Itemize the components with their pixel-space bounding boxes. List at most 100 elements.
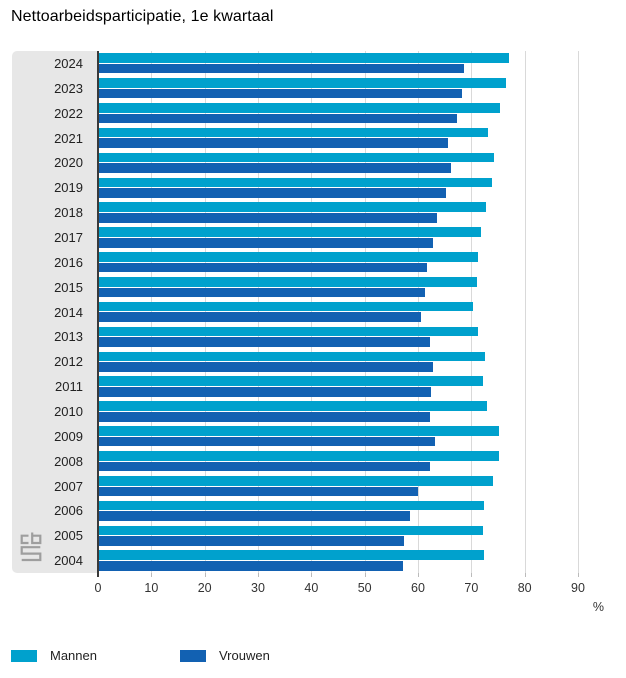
x-tick-label-70: 70 [464,581,479,595]
bar-mannen-2022[interactable] [98,103,500,113]
bar-group-2024 [98,51,578,76]
bar-vrouwen-2010[interactable] [98,411,431,422]
bar-vrouwen-2022[interactable] [98,113,457,124]
bar-mannen-2005[interactable] [98,525,483,536]
bar-vrouwen-2004[interactable] [98,561,403,571]
vrouwen-swatch-icon [179,649,206,662]
year-label-2007: 2007 [54,478,83,494]
bar-rows [98,51,578,573]
bar-vrouwen-2011[interactable] [98,387,432,397]
bar-mannen-2019[interactable] [98,177,492,188]
year-label-2004: 2004 [54,553,83,569]
bar-vrouwen-2006[interactable] [98,511,410,521]
year-label-2018: 2018 [54,205,83,221]
year-label-2024: 2024 [54,55,83,71]
bar-mannen-2018[interactable] [98,202,486,213]
year-label-2015: 2015 [54,279,83,295]
bar-mannen-2008[interactable] [98,451,499,461]
x-tick-30 [258,573,259,577]
x-tick-40 [311,573,313,577]
x-axis: 0 10 20 30 40 50 60 70 80 90 [95,573,585,599]
bar-vrouwen-2018[interactable] [98,213,438,223]
x-tick-60 [418,573,419,577]
bar-vrouwen-2016[interactable] [98,262,427,273]
x-tick-label-20: 20 [197,581,212,595]
bar-vrouwen-2012[interactable] [98,362,434,372]
bar-group-2023 [98,76,578,101]
year-label-2020: 2020 [54,155,83,171]
year-label-2016: 2016 [54,254,83,270]
bar-group-2004 [98,548,578,573]
legend-label-mannen: Mannen [50,648,97,663]
bar-mannen-2020[interactable] [98,152,494,163]
year-label-2013: 2013 [54,329,83,345]
bar-mannen-2021[interactable] [98,127,489,138]
year-label-2011: 2011 [55,379,83,395]
mannen-swatch-icon [11,649,37,662]
bar-group-2017 [98,225,578,250]
year-label-2022: 2022 [54,105,83,121]
gridline-10 [151,51,153,573]
bar-group-2007 [98,474,578,499]
bar-mannen-2009[interactable] [98,426,499,436]
chart-title: Nettoarbeidsparticipatie, 1e kwartaal [11,8,274,25]
bar-group-2010 [98,399,578,424]
bar-group-2020 [98,150,578,175]
bar-vrouwen-2021[interactable] [98,138,448,149]
year-label-2012: 2012 [54,354,83,370]
x-tick-70 [471,573,473,577]
bar-mannen-2017[interactable] [98,227,481,237]
year-label-band [12,51,98,573]
gridline-80 [524,51,526,573]
bar-vrouwen-2014[interactable] [98,312,421,323]
bar-group-2005 [98,523,578,548]
bar-mannen-2006[interactable] [98,500,485,511]
bar-vrouwen-2007[interactable] [98,486,418,497]
bar-vrouwen-2017[interactable] [98,237,433,248]
bar-mannen-2010[interactable] [98,401,488,411]
bar-mannen-2013[interactable] [98,326,479,337]
bar-mannen-2012[interactable] [98,351,485,362]
cbs-logo-icon [20,532,42,562]
bar-group-2012 [98,349,578,374]
bar-vrouwen-2013[interactable] [98,337,430,347]
bar-vrouwen-2020[interactable] [98,163,451,173]
x-tick-label-60: 60 [411,581,425,595]
bar-vrouwen-2024[interactable] [98,63,465,74]
bar-mannen-2004[interactable] [98,550,485,561]
gridline-20 [204,51,206,573]
bar-vrouwen-2015[interactable] [98,287,425,298]
legend-item-mannen[interactable]: Mannen [11,648,97,663]
bar-mannen-2014[interactable] [98,301,474,312]
x-tick-label-40: 40 [304,581,319,595]
year-label-2005: 2005 [54,528,83,544]
bar-group-2013 [98,324,578,349]
bar-group-2011 [98,374,578,399]
bar-mannen-2023[interactable] [98,78,506,88]
bar-group-2015 [98,275,578,300]
bar-mannen-2024[interactable] [98,53,509,63]
bar-group-2018 [98,200,578,225]
gridline-50 [364,51,366,573]
bar-vrouwen-2008[interactable] [98,461,431,472]
x-tick-label-80: 80 [517,581,532,595]
legend-item-vrouwen[interactable]: Vrouwen [179,648,270,663]
bar-mannen-2007[interactable] [98,475,493,486]
x-axis-unit-label: % [592,600,604,614]
bar-mannen-2015[interactable] [98,277,477,287]
x-tick-label-10: 10 [144,581,159,595]
legend-label-vrouwen: Vrouwen [218,648,270,663]
bar-group-2009 [98,424,578,449]
bar-group-2014 [98,300,578,325]
bar-mannen-2011[interactable] [98,376,484,387]
year-label-2014: 2014 [54,304,83,320]
bar-vrouwen-2005[interactable] [98,536,405,546]
year-label-2010: 2010 [54,403,83,419]
gridline-40 [311,51,313,573]
bar-mannen-2016[interactable] [98,252,478,262]
bar-group-2021 [98,126,578,151]
bar-vrouwen-2023[interactable] [98,88,462,99]
bar-vrouwen-2019[interactable] [98,188,447,198]
bar-vrouwen-2009[interactable] [98,436,436,447]
gridline-90 [578,51,579,573]
